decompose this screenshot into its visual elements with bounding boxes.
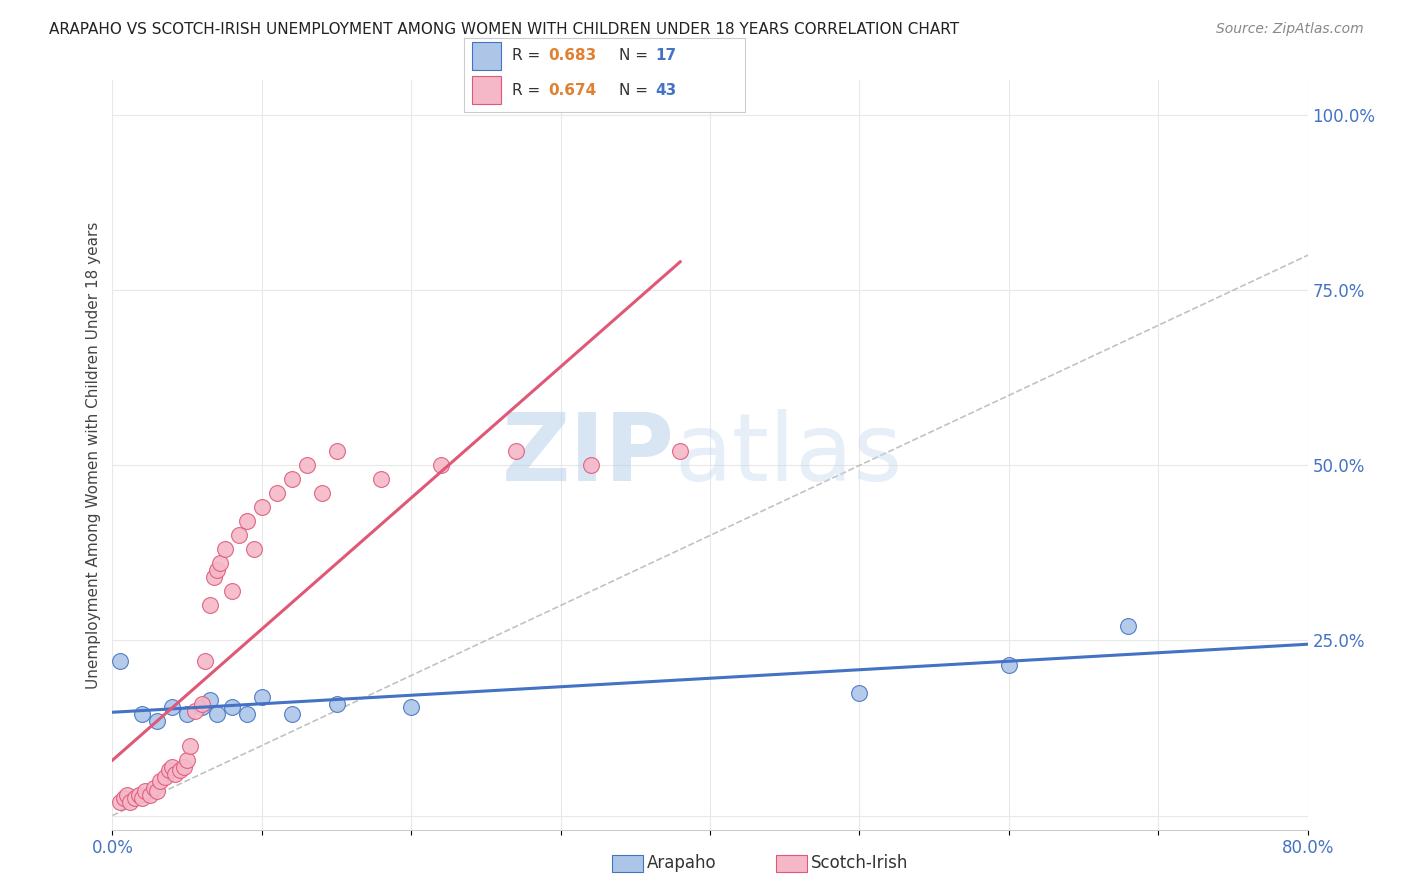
Text: 17: 17: [655, 48, 676, 63]
Point: [221, 700, 243, 714]
Point: [998, 658, 1021, 673]
Text: ZIP: ZIP: [502, 409, 675, 501]
Bar: [472, 42, 501, 70]
Text: 0.674: 0.674: [548, 83, 596, 98]
Point: [165, 766, 187, 780]
Point: [579, 458, 602, 473]
Point: [198, 693, 221, 707]
Point: [149, 773, 172, 788]
Text: N =: N =: [619, 48, 652, 63]
Point: [281, 472, 304, 486]
Text: Source: ZipAtlas.com: Source: ZipAtlas.com: [1216, 22, 1364, 37]
Text: R =: R =: [512, 83, 546, 98]
Point: [176, 752, 198, 766]
Text: ARAPAHO VS SCOTCH-IRISH UNEMPLOYMENT AMONG WOMEN WITH CHILDREN UNDER 18 YEARS CO: ARAPAHO VS SCOTCH-IRISH UNEMPLOYMENT AMO…: [49, 22, 959, 37]
Point: [131, 706, 153, 721]
Point: [214, 542, 236, 557]
Point: [325, 444, 347, 458]
Point: [179, 739, 201, 753]
Text: atlas: atlas: [675, 409, 903, 501]
Point: [505, 444, 527, 458]
Point: [162, 759, 183, 773]
Point: [128, 788, 150, 802]
Point: [198, 599, 221, 613]
Point: [295, 458, 318, 473]
Text: Scotch-Irish: Scotch-Irish: [811, 855, 908, 872]
Bar: [472, 77, 501, 104]
Point: [120, 795, 142, 809]
Point: [134, 784, 156, 798]
Point: [209, 557, 232, 571]
Point: [124, 791, 146, 805]
Point: [236, 515, 259, 529]
Point: [228, 528, 250, 542]
Point: [221, 584, 243, 599]
Point: [131, 791, 153, 805]
Point: [1118, 619, 1140, 633]
Text: 0.683: 0.683: [548, 48, 596, 63]
Point: [848, 686, 870, 700]
Point: [205, 706, 228, 721]
Point: [176, 706, 198, 721]
Point: [191, 697, 214, 711]
Point: [139, 788, 162, 802]
Point: [146, 714, 169, 728]
Point: [117, 788, 139, 802]
Point: [669, 444, 692, 458]
Point: [146, 784, 169, 798]
Point: [430, 458, 453, 473]
Point: [236, 706, 259, 721]
Point: [153, 770, 176, 784]
Point: [191, 700, 214, 714]
Point: [157, 763, 180, 777]
Y-axis label: Unemployment Among Women with Children Under 18 years: Unemployment Among Women with Children U…: [86, 221, 101, 689]
Point: [250, 500, 273, 515]
Point: [325, 697, 347, 711]
Point: [143, 780, 166, 795]
Point: [114, 791, 135, 805]
Point: [108, 655, 131, 669]
Text: 43: 43: [655, 83, 676, 98]
Point: [281, 706, 304, 721]
Point: [370, 472, 392, 486]
Point: [250, 690, 273, 704]
Point: [173, 759, 195, 773]
Point: [311, 486, 333, 500]
Point: [194, 655, 217, 669]
Point: [108, 795, 131, 809]
Point: [169, 763, 191, 777]
Text: R =: R =: [512, 48, 546, 63]
Point: [205, 564, 228, 578]
Point: [183, 704, 205, 718]
Point: [202, 570, 225, 584]
Point: [243, 542, 266, 557]
Point: [266, 486, 288, 500]
Text: Arapaho: Arapaho: [647, 855, 717, 872]
Text: N =: N =: [619, 83, 652, 98]
Point: [401, 700, 423, 714]
Point: [162, 700, 183, 714]
